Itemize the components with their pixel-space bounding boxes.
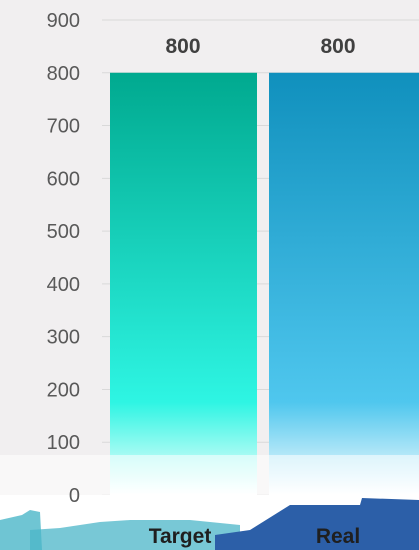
x-axis-category-labels: Target Real (149, 525, 360, 548)
y-tick-label: 900 (47, 10, 80, 32)
bars (110, 72, 419, 496)
data-label: 800 (165, 35, 200, 58)
bottom-decorative-strip (0, 495, 419, 550)
lower-fade-overlay (0, 455, 419, 495)
strip-shape (30, 520, 240, 550)
strip-shape (215, 498, 419, 550)
y-axis-tick-labels: 0 100 200 300 400 500 600 700 800 900 (47, 10, 80, 507)
x-category-label: Target (149, 525, 212, 548)
y-tick-label: 600 (47, 168, 80, 190)
y-tick-label: 700 (47, 116, 80, 138)
y-tick-label: 500 (47, 221, 80, 243)
y-tick-label: 0 (69, 485, 80, 507)
y-tick-label: 200 (47, 379, 80, 401)
x-category-label: Real (316, 525, 360, 548)
data-labels: 800 800 (165, 35, 355, 58)
bar-real (269, 72, 419, 496)
y-tick-label: 100 (47, 432, 80, 454)
y-tick-label: 400 (47, 274, 80, 296)
bar-target (110, 72, 257, 496)
y-tick-label: 800 (47, 63, 80, 85)
data-label: 800 (320, 35, 355, 58)
y-tick-label: 300 (47, 327, 80, 349)
